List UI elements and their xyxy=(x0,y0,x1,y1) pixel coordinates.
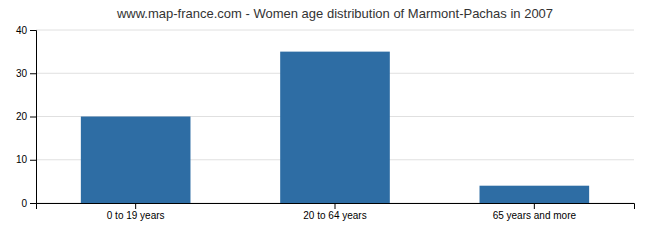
y-tick-label: 40 xyxy=(16,25,28,36)
x-tick-label: 20 to 64 years xyxy=(303,210,366,221)
bars xyxy=(81,52,589,203)
y-tick-mark xyxy=(30,30,36,31)
y-tick: 10 xyxy=(16,154,36,165)
chart-svg: www.map-france.com - Women age distribut… xyxy=(0,0,650,229)
y-tick-mark xyxy=(30,73,36,74)
y-tick: 40 xyxy=(16,25,36,36)
x-tick-label: 0 to 19 years xyxy=(107,210,165,221)
y-tick: 20 xyxy=(16,111,36,122)
y-tick: 0 xyxy=(21,198,36,209)
y-tick-mark xyxy=(30,117,36,118)
x-tick: 20 to 64 years xyxy=(303,203,366,221)
x-tick-mark xyxy=(534,203,535,209)
bar xyxy=(81,117,191,204)
y-tick: 30 xyxy=(16,68,36,79)
x-axis: 0 to 19 years 20 to 64 years 65 years and … xyxy=(37,203,635,221)
y-tick-label: 0 xyxy=(21,198,27,209)
grid-line xyxy=(36,30,634,31)
x-tick: 0 to 19 years xyxy=(107,203,165,221)
grid xyxy=(36,30,634,203)
y-axis: 0 10 20 30 40 xyxy=(16,25,37,209)
chart-title: www.map-france.com - Women age distribut… xyxy=(116,6,553,21)
y-tick-label: 30 xyxy=(16,68,28,79)
x-tick: 65 years and more xyxy=(493,203,577,221)
x-tick-mark xyxy=(335,203,336,209)
chart-container: www.map-france.com - Women age distribut… xyxy=(0,0,650,229)
y-axis-line xyxy=(30,31,37,204)
y-tick-label: 20 xyxy=(16,111,28,122)
x-axis-line xyxy=(37,204,635,210)
y-tick-mark xyxy=(30,160,36,161)
x-tick-mark xyxy=(135,203,136,209)
y-tick-label: 10 xyxy=(16,154,28,165)
plot-area: 0 10 20 30 40 0 to 19 years 20 to 64 years 65 y… xyxy=(16,25,635,221)
bar xyxy=(480,186,590,203)
x-tick-label: 65 years and more xyxy=(493,210,577,221)
y-tick-mark xyxy=(30,203,36,204)
bar xyxy=(280,52,390,203)
